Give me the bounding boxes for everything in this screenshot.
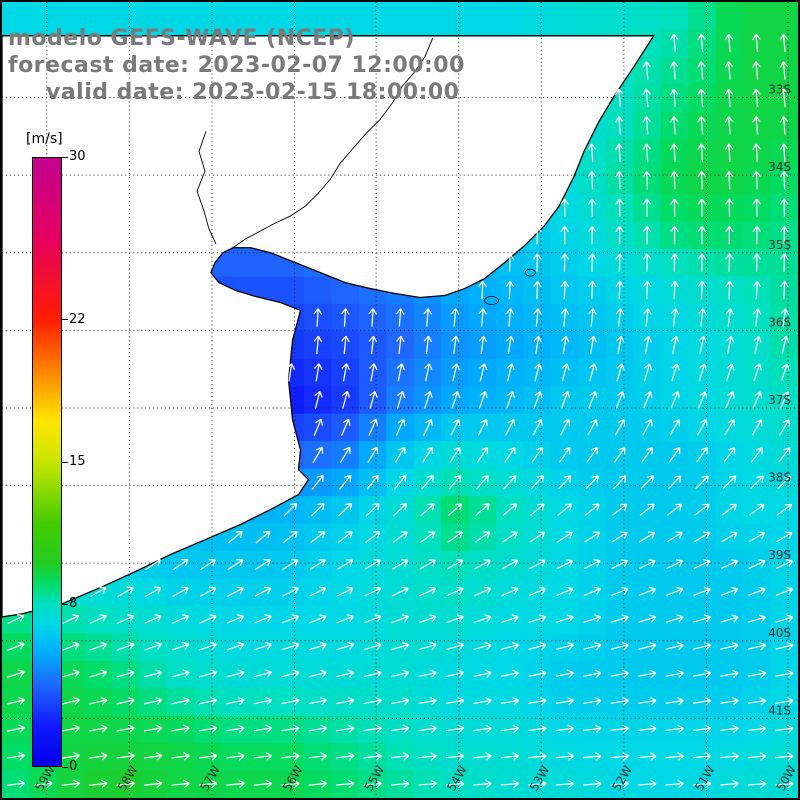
lon-labels: 59W 58W 57W 56W 55W 54W 53W 52W 51W 50W: [32, 763, 798, 794]
lat-label: 37S: [768, 393, 791, 407]
lat-label: 36S: [768, 315, 791, 329]
lat-label: 35S: [768, 238, 791, 252]
lat-label: 34S: [768, 160, 791, 174]
colorbar-tick-label: 22: [69, 311, 86, 327]
colorbar: [32, 157, 62, 767]
colorbar-tick-label: 0: [69, 759, 78, 774]
title-model: modelo GEFS-WAVE (NCEP): [8, 26, 355, 51]
colorbar-tick-label: 8: [69, 596, 78, 612]
colorbar-tick-mark: [62, 461, 68, 463]
colorbar-tick-mark: [62, 319, 68, 321]
rivers: [196, 37, 536, 305]
lat-label: 38S: [768, 471, 791, 485]
colorbar-unit-label: [m/s]: [26, 131, 63, 147]
title-forecast-date: forecast date: 2023-02-07 12:00:00: [8, 53, 465, 78]
lat-label: 41S: [768, 703, 791, 717]
colorbar-tick-label: 30: [69, 149, 86, 164]
colorbar-tick-mark: [62, 766, 68, 768]
lat-label: 40S: [768, 626, 791, 640]
colorbar-tick-label: 15: [69, 454, 86, 469]
title-valid-date: valid date: 2023-02-15 18:00:00: [46, 80, 460, 105]
lat-label: 39S: [768, 548, 791, 562]
land-coastline: [2, 35, 655, 618]
lat-label: 33S: [768, 83, 791, 97]
colorbar-tick-mark: [62, 156, 68, 158]
lat-labels: 33S 34S 35S 36S 37S 38S 39S 40S 41S: [768, 83, 791, 718]
colorbar-tick-mark: [62, 603, 68, 605]
colorbar-gradient: [33, 158, 61, 766]
